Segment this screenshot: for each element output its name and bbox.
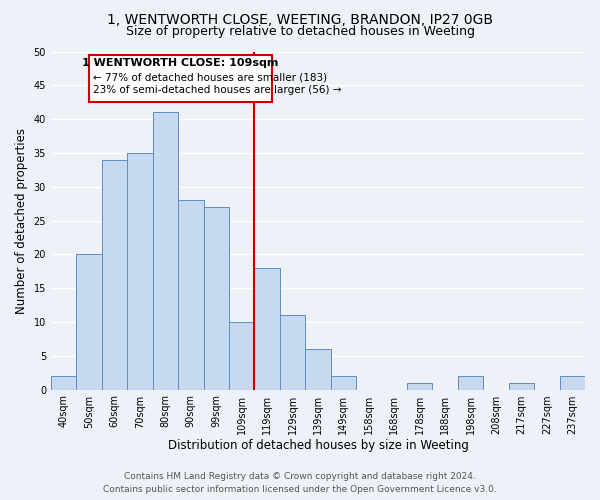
Bar <box>509 383 534 390</box>
Bar <box>76 254 102 390</box>
X-axis label: Distribution of detached houses by size in Weeting: Distribution of detached houses by size … <box>167 440 469 452</box>
Text: 1, WENTWORTH CLOSE, WEETING, BRANDON, IP27 0GB: 1, WENTWORTH CLOSE, WEETING, BRANDON, IP… <box>107 12 493 26</box>
Text: ← 77% of detached houses are smaller (183): ← 77% of detached houses are smaller (18… <box>93 72 327 82</box>
Bar <box>560 376 585 390</box>
Bar <box>280 315 305 390</box>
Bar <box>331 376 356 390</box>
FancyBboxPatch shape <box>89 55 272 102</box>
Text: Size of property relative to detached houses in Weeting: Size of property relative to detached ho… <box>125 25 475 38</box>
Text: Contains HM Land Registry data © Crown copyright and database right 2024.
Contai: Contains HM Land Registry data © Crown c… <box>103 472 497 494</box>
Bar <box>458 376 483 390</box>
Text: 1 WENTWORTH CLOSE: 109sqm: 1 WENTWORTH CLOSE: 109sqm <box>82 58 279 68</box>
Text: 23% of semi-detached houses are larger (56) →: 23% of semi-detached houses are larger (… <box>93 85 341 95</box>
Bar <box>203 207 229 390</box>
Bar <box>127 153 152 390</box>
Bar <box>102 160 127 390</box>
Bar <box>229 322 254 390</box>
Bar <box>305 349 331 390</box>
Bar <box>254 268 280 390</box>
Bar <box>178 200 203 390</box>
Bar <box>152 112 178 390</box>
Bar <box>51 376 76 390</box>
Bar <box>407 383 433 390</box>
Y-axis label: Number of detached properties: Number of detached properties <box>15 128 28 314</box>
